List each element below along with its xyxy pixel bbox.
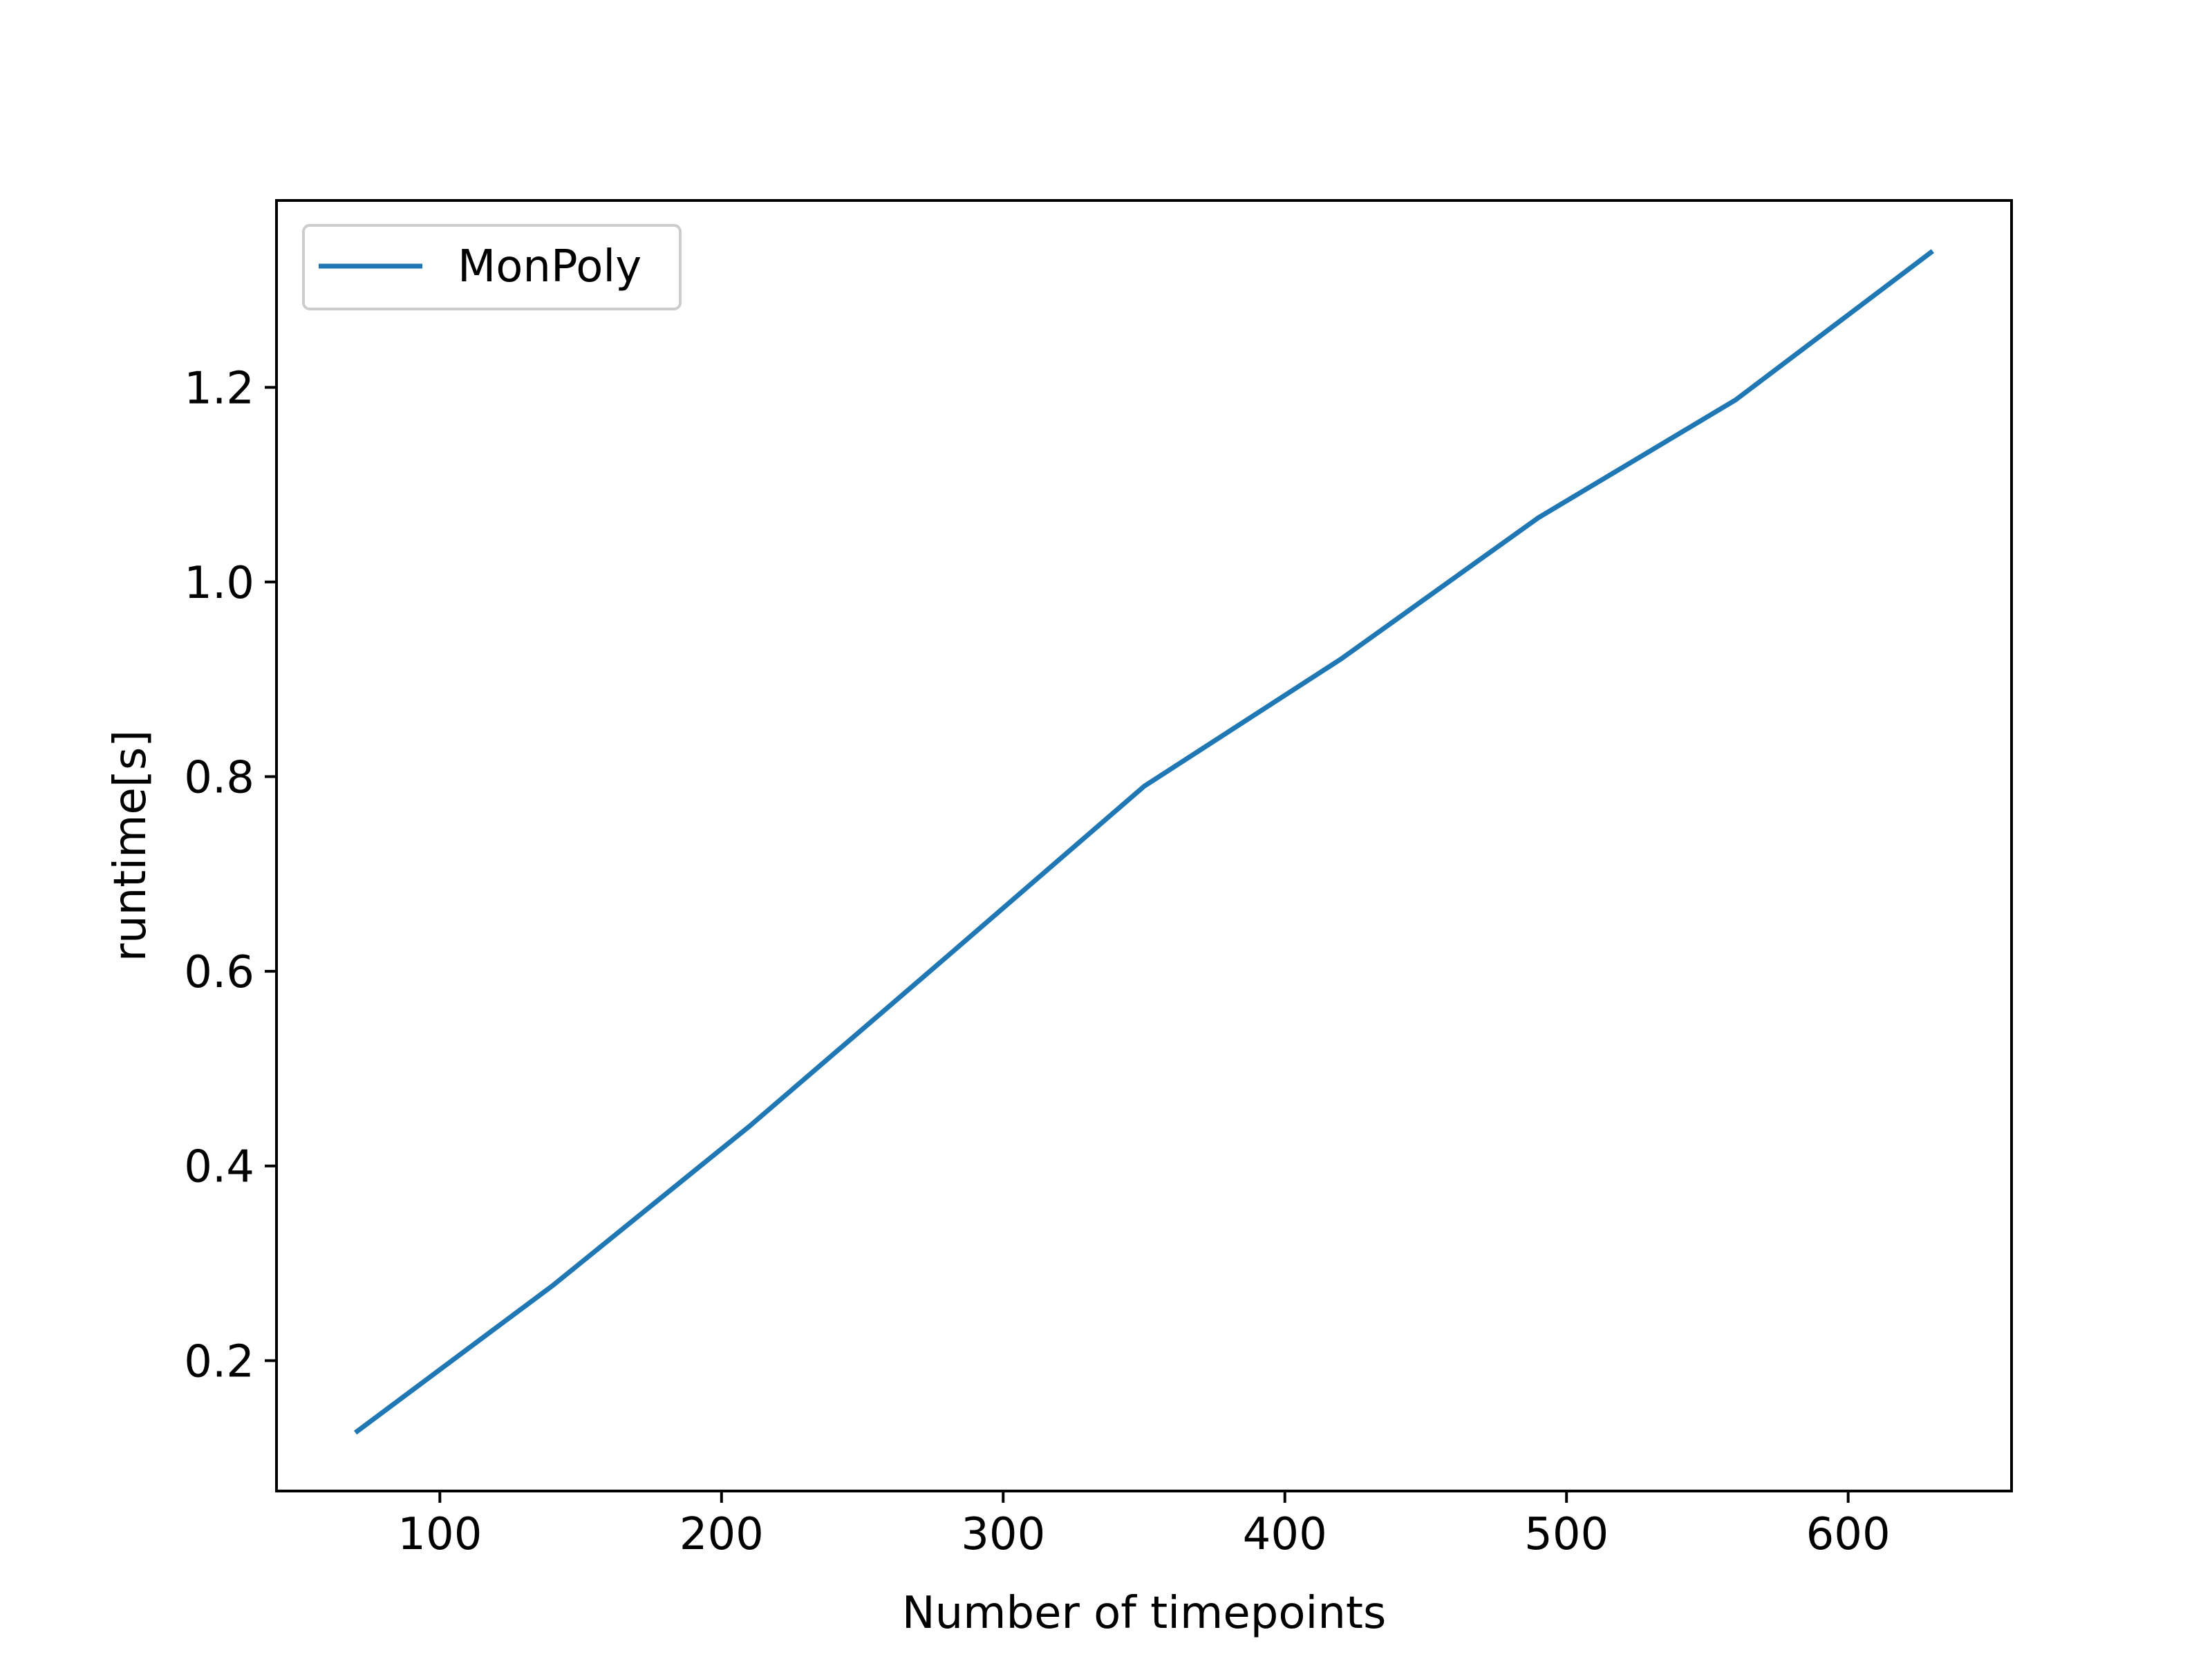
x-tick-label: 100 [397,1509,482,1560]
series-layer [353,249,1935,1435]
legend-label: MonPoly [458,241,641,292]
y-tick-label: 1.0 [184,558,254,609]
y-tick-label: 0.6 [184,947,254,998]
x-axis: 100 200 300 400 500 600 [397,1491,1891,1560]
series-line-monpoly [353,249,1935,1435]
plot-frame [275,199,2013,1492]
x-tick-label: 400 [1243,1509,1327,1560]
y-tick-label: 0.8 [184,753,254,804]
x-tick-label: 500 [1524,1509,1609,1560]
y-tick-label: 0.2 [184,1336,254,1387]
y-axis: 0.2 0.4 0.6 0.8 1.0 1.2 [184,363,276,1387]
legend-box [302,224,682,310]
y-axis-label: runtime[s] [105,730,156,962]
x-tick-label: 200 [679,1509,764,1560]
legend: MonPoly [302,224,682,310]
y-tick-label: 1.2 [184,363,254,414]
x-tick-label: 300 [961,1509,1045,1560]
x-tick-label: 600 [1806,1509,1891,1560]
y-tick-label: 0.4 [184,1142,254,1193]
x-axis-label: Number of timepoints [902,1588,1387,1639]
